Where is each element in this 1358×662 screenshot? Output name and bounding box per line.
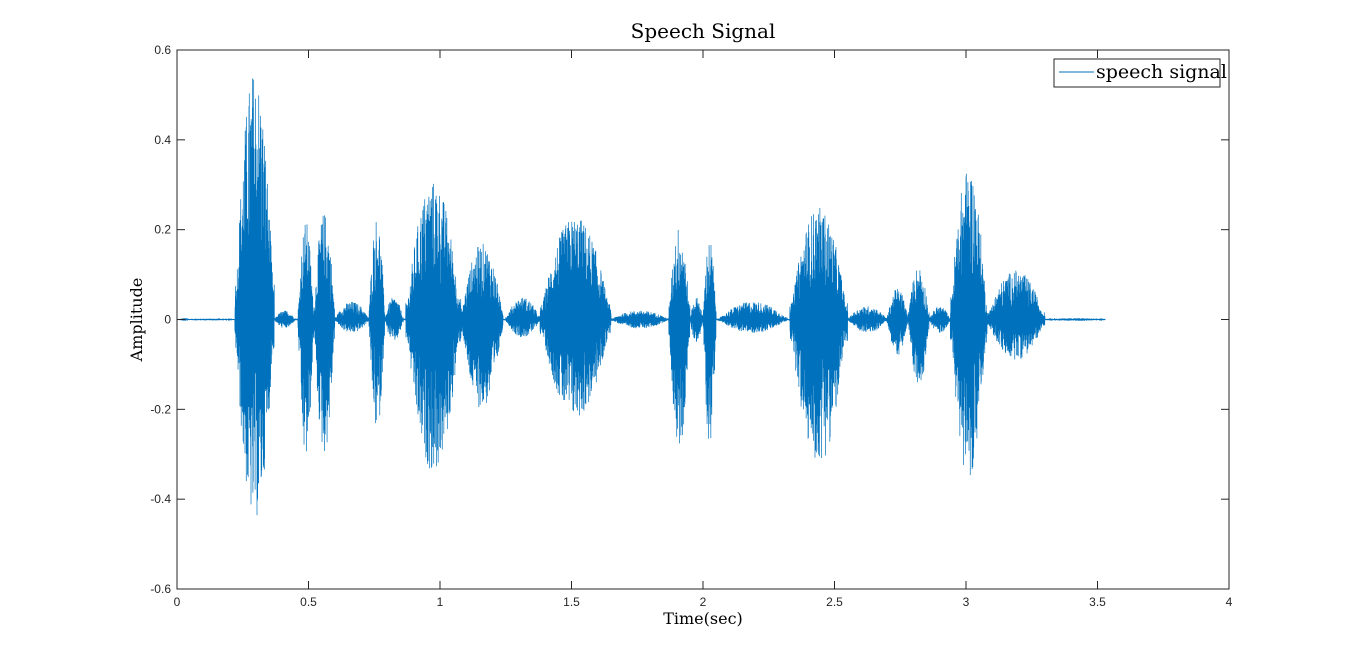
x-tick-label: 1.5: [563, 595, 580, 609]
x-tick-label: 4: [1226, 595, 1233, 609]
y-tick-label: -0.2: [150, 402, 171, 416]
series-line-speech-signal: [176, 78, 1106, 516]
chart-title: Speech Signal: [631, 19, 776, 43]
x-tick-label: 2.5: [826, 595, 843, 609]
legend-box: [1053, 58, 1221, 88]
legend-entry-label: speech signal: [1096, 61, 1227, 83]
y-axis-label: Amplitude: [127, 278, 146, 363]
y-tick-label: 0.2: [154, 223, 171, 237]
x-tick-label: 1: [437, 595, 444, 609]
y-tick-label: 0: [164, 313, 171, 327]
x-tick-label: 0.5: [300, 595, 317, 609]
x-tick-label: 3: [963, 595, 970, 609]
x-tick-label: 0: [174, 595, 181, 609]
legend: speech signal: [1053, 58, 1227, 88]
plot-area: 0 0.5 1 1.5 2 2.5 3 3.5 4 0.6 0.4 0.2 0 -0.2 -0.4 -0.6: [150, 43, 1232, 609]
x-tick-label: 3.5: [1089, 595, 1106, 609]
x-tick-label: 2: [700, 595, 707, 609]
y-tick-label: 0.4: [154, 133, 171, 147]
x-axis-label: Time(sec): [663, 609, 743, 628]
y-tick-label: -0.6: [150, 582, 171, 596]
y-tick-label: 0.6: [154, 43, 171, 57]
y-tick-label: -0.4: [150, 492, 171, 506]
